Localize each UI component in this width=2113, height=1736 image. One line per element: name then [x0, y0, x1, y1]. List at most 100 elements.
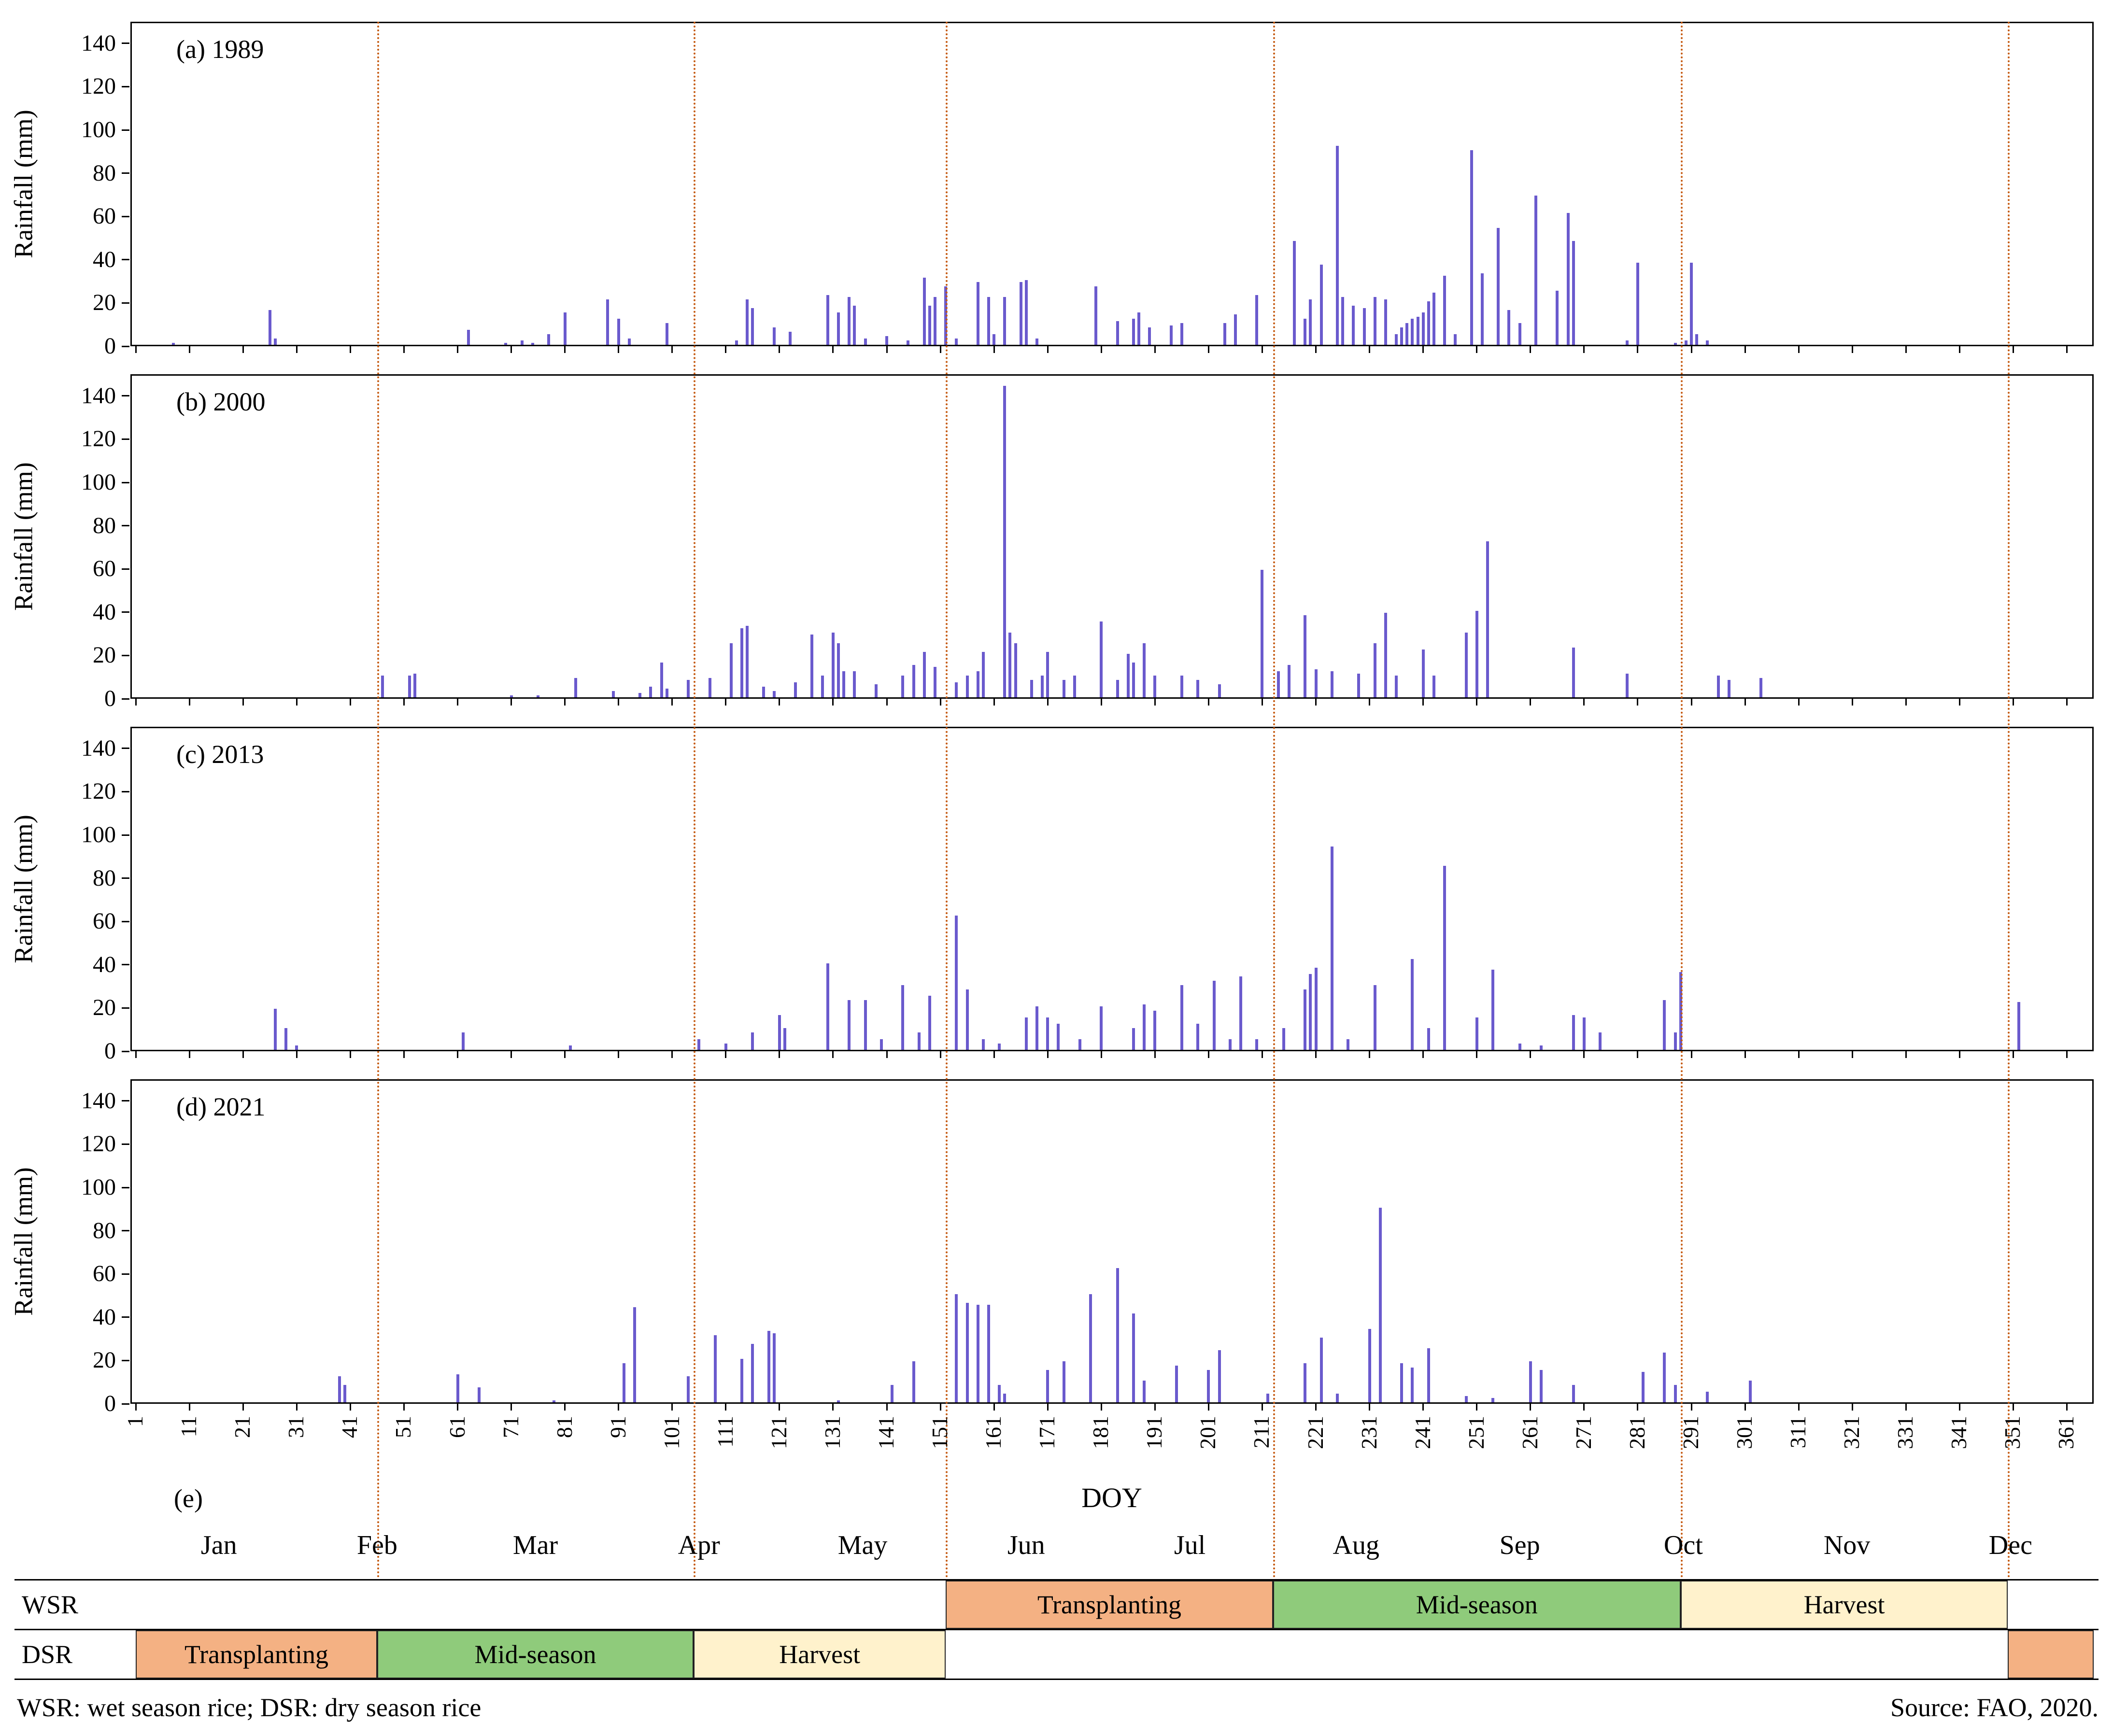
x-tick-mark — [939, 346, 941, 353]
x-tick-mark — [1798, 1404, 1800, 1411]
y-tick-label: 80 — [93, 160, 116, 186]
x-tick-mark — [1154, 346, 1156, 353]
rainfall-bar — [826, 295, 829, 345]
month-label-apr: Apr — [678, 1530, 720, 1560]
rainfall-bar — [1684, 340, 1688, 345]
rainfall-bar — [837, 312, 840, 345]
x-tick-label: 201 — [1195, 1416, 1220, 1449]
rainfall-bar — [1373, 643, 1376, 697]
rainfall-bar — [928, 306, 931, 345]
rainfall-bar — [467, 329, 470, 345]
x-tick-mark — [1369, 1404, 1371, 1411]
y-tick-mark — [122, 1100, 129, 1102]
month-label-jun: Jun — [1007, 1530, 1045, 1560]
x-tick-label: 101 — [659, 1416, 684, 1449]
rainfall-bar — [772, 327, 776, 345]
rainfall-bar — [1534, 195, 1537, 345]
x-tick-mark — [993, 699, 995, 706]
rainfall-bar — [408, 676, 411, 697]
y-tick-label: 20 — [93, 1347, 116, 1373]
x-tick-mark — [1851, 346, 1853, 353]
rainfall-bar — [981, 651, 985, 697]
x-tick-label: 291 — [1678, 1416, 1703, 1449]
rainfall-bar — [1540, 1369, 1543, 1402]
rainfall-bar — [981, 1039, 985, 1050]
x-tick-label: 111 — [712, 1416, 737, 1448]
x-tick-mark — [1207, 699, 1209, 706]
x-tick-mark — [135, 1404, 137, 1411]
rainfall-bar — [547, 334, 551, 345]
rainfall-bar — [1057, 1024, 1060, 1050]
y-tick-label: 80 — [93, 512, 116, 538]
rainfall-bar — [1582, 1017, 1586, 1050]
rainfall-bar — [848, 1000, 851, 1050]
rainfall-bar — [1304, 319, 1307, 345]
panel-label-2021: (d) 2021 — [176, 1092, 266, 1121]
x-tick-mark — [1583, 699, 1585, 706]
x-tick-label: 131 — [820, 1416, 845, 1449]
x-tick-mark — [1637, 346, 1639, 353]
x-tick-mark — [1207, 1051, 1209, 1058]
y-tick-mark — [122, 1050, 129, 1052]
rainfall-bar — [553, 1400, 556, 1402]
x-tick-label: 21 — [230, 1416, 255, 1438]
x-tick-label: 191 — [1142, 1416, 1167, 1449]
x-tick-mark — [349, 699, 351, 706]
rainfall-bar — [1223, 323, 1226, 345]
x-tick-label: 121 — [766, 1416, 791, 1449]
rainfall-bar — [660, 663, 663, 697]
rainfall-bar — [520, 340, 524, 345]
x-tick-label: 51 — [391, 1416, 416, 1438]
x-tick-mark — [779, 1051, 780, 1058]
rainfall-bar — [987, 297, 991, 345]
panel-label-2000: (b) 2000 — [176, 387, 266, 416]
rainfall-bar — [531, 342, 534, 345]
x-tick-mark — [1905, 699, 1907, 706]
rainfall-bar — [1314, 967, 1318, 1050]
y-tick-label: 60 — [93, 203, 116, 229]
rainfall-bar — [1690, 262, 1693, 345]
x-tick-mark — [1315, 346, 1317, 353]
rainfall-bar — [1041, 676, 1044, 697]
x-tick-label: 91 — [605, 1416, 630, 1438]
x-tick-mark — [1100, 1051, 1102, 1058]
rainfall-bar — [1180, 676, 1183, 697]
y-tick-label: 120 — [81, 1131, 116, 1157]
x-tick-mark — [993, 1051, 995, 1058]
y-tick-label: 0 — [104, 686, 116, 711]
rainfall-bar — [1464, 632, 1468, 697]
rainfall-bar — [1196, 680, 1200, 697]
y-tick-mark — [122, 877, 129, 879]
rainfall-bar — [665, 689, 668, 697]
rainfall-bar — [965, 676, 969, 697]
rainfall-bar — [1003, 385, 1007, 697]
x-tick-mark — [671, 1051, 673, 1058]
x-tick-mark — [457, 346, 458, 353]
rainfall-bar — [998, 1385, 1001, 1402]
panel-e-label: (e) — [174, 1484, 203, 1513]
y-tick-mark — [122, 129, 129, 131]
rainfall-bar — [1212, 980, 1216, 1050]
rainfall-bar — [987, 1305, 991, 1402]
y-tick-mark — [122, 438, 129, 440]
y-tick-mark — [122, 1230, 129, 1232]
rainfall-bar — [1421, 312, 1425, 345]
x-tick-label: 261 — [1517, 1416, 1542, 1449]
rainfall-bar — [901, 676, 905, 697]
rainfall-bar — [1169, 325, 1173, 345]
x-tick-mark — [725, 699, 727, 706]
x-tick-mark — [993, 1404, 995, 1411]
x-tick-mark — [2012, 1051, 2014, 1058]
rainfall-bar — [1228, 1039, 1232, 1050]
y-axis-title-wrap-2000: Rainfall (mm) — [2, 374, 45, 699]
rainfall-bar — [1094, 286, 1098, 345]
rainfall-bar — [1100, 621, 1103, 697]
rainfall-bar — [1400, 327, 1404, 345]
rainfall-bar — [1309, 299, 1312, 345]
rainfall-bar — [762, 686, 765, 697]
rainfall-bar — [1384, 299, 1387, 345]
rainfall-bar — [1566, 212, 1570, 345]
y-tick-mark — [122, 302, 129, 304]
rainfall-bar — [1427, 1028, 1430, 1050]
month-label-aug: Aug — [1333, 1530, 1380, 1560]
